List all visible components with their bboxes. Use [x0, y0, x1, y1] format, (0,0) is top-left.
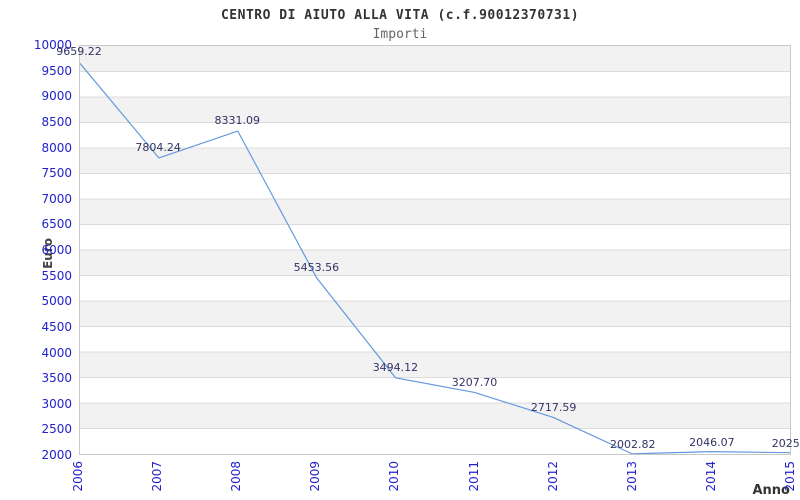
x-tick-label: 2014: [703, 461, 718, 492]
chart-title: CENTRO DI AIUTO ALLA VITA (c.f.900123707…: [220, 8, 580, 23]
data-point-label: 3494.12: [372, 361, 419, 375]
data-point-label: 9659.22: [56, 45, 102, 59]
y-tick-label: 10000: [33, 38, 72, 52]
y-tick-label: 7000: [41, 191, 72, 206]
x-tick-label: 2010: [387, 461, 402, 492]
data-point-label: 7804.24: [135, 140, 181, 154]
y-tick-label: 3500: [41, 371, 72, 386]
y-tick-label: 8000: [41, 140, 72, 155]
x-tick-label: 2011: [466, 461, 481, 492]
x-tick-label: 2009: [308, 461, 323, 492]
y-tick-label: 6500: [41, 217, 72, 232]
y-tick-label: 7500: [41, 166, 72, 181]
y-tick-label: 2000: [41, 448, 72, 462]
data-point-label: 2046.07: [689, 435, 735, 449]
data-point-label: 2025.9: [771, 436, 800, 450]
data-point-label: 2002.82: [610, 437, 656, 451]
y-tick-label: 5000: [41, 294, 72, 309]
y-tick-label: 9500: [41, 63, 72, 78]
chart-subtitle: Importi: [372, 27, 428, 42]
line-chart-canvas: [80, 46, 790, 454]
data-point-label: 8331.09: [214, 113, 260, 127]
y-tick-label: 4500: [41, 319, 72, 334]
data-series-line: [80, 62, 790, 454]
y-tick-label: 8500: [41, 114, 72, 129]
y-tick-label: 9000: [41, 89, 72, 104]
x-tick-label: 2008: [229, 461, 244, 492]
data-point-label: 3207.70: [451, 376, 498, 390]
plot-area: [79, 45, 791, 455]
x-axis-title: Anno: [752, 483, 790, 498]
y-tick-label: 6000: [41, 243, 72, 257]
y-tick-label: 5500: [41, 268, 72, 283]
x-tick-label: 2012: [545, 461, 560, 492]
data-point-label: 2717.59: [530, 401, 577, 415]
x-tick-label: 2007: [150, 461, 165, 492]
y-tick-label: 2500: [41, 422, 72, 437]
y-tick-label: 4000: [41, 345, 72, 360]
x-tick-label: 2006: [71, 461, 85, 492]
x-tick-label: 2013: [624, 461, 639, 492]
y-tick-label: 3000: [41, 396, 72, 411]
data-point-label: 5453.56: [293, 261, 340, 274]
x-tick-label: 2015: [783, 461, 797, 492]
